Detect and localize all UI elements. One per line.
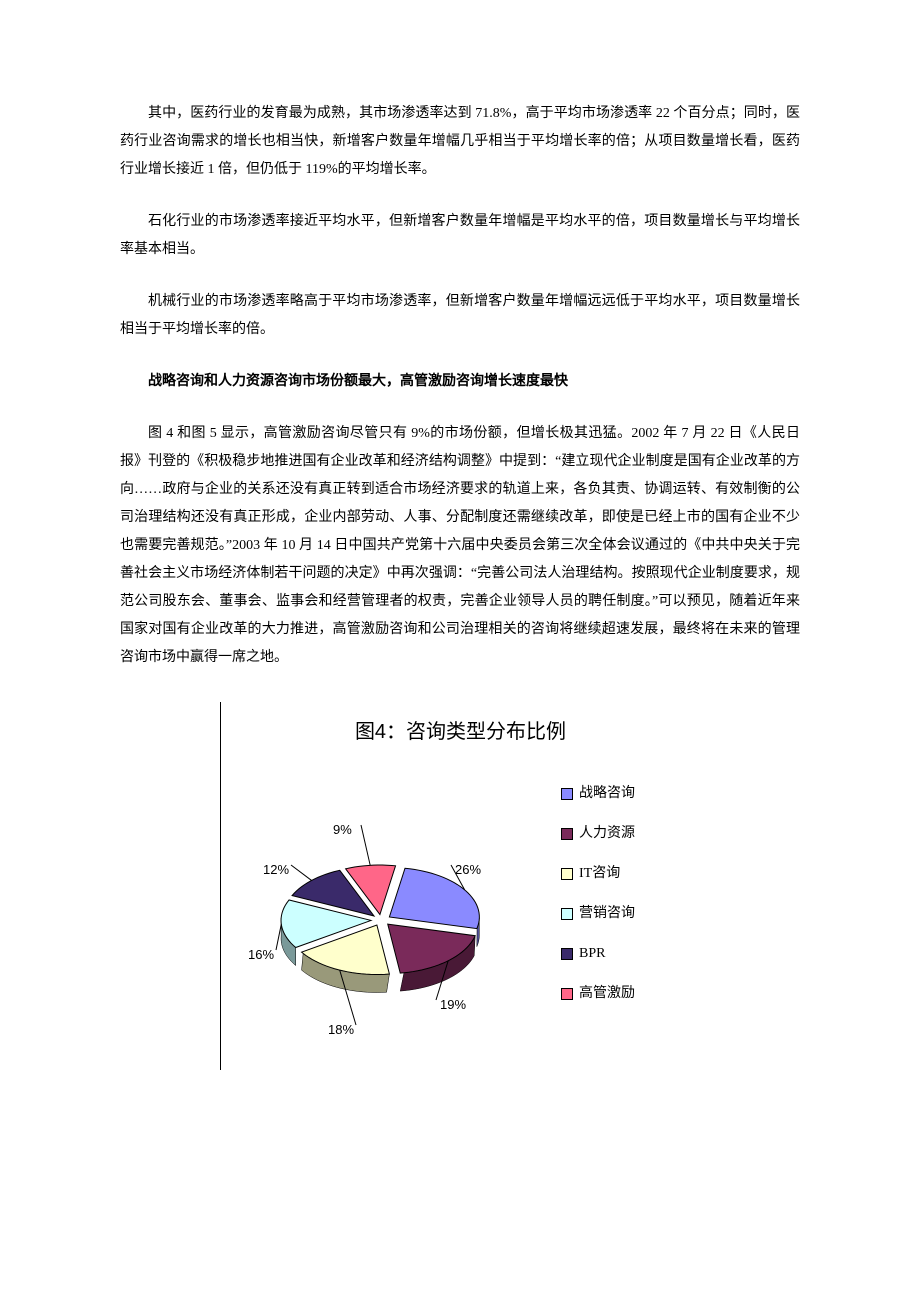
pie-chart [231, 770, 531, 1050]
pie-label-1: 19% [440, 992, 466, 1018]
paragraph-3: 机械行业的市场渗透率略高于平均市场渗透率，但新增客户数量年增幅远远低于平均水平，… [120, 288, 800, 344]
paragraph-4: 图 4 和图 5 显示，高管激励咨询尽管只有 9%的市场份额，但增长极其迅猛。2… [120, 420, 800, 672]
legend-swatch-1 [561, 828, 573, 840]
chart-legend: 战略咨询人力资源 IT咨询营销咨询 BPR 高管激励 [561, 780, 635, 1020]
legend-swatch-5 [561, 988, 573, 1000]
pie-label-3: 16% [248, 942, 274, 968]
legend-label-3: 营销咨询 [579, 900, 635, 928]
legend-item-3: 营销咨询 [561, 900, 635, 928]
legend-item-5: 高管激励 [561, 980, 635, 1008]
chart-body: 26% 19% 18% 16% 12% 9% 战略咨询人力资源 IT咨询营销咨询 BPR 高管激… [221, 770, 700, 1050]
legend-label-1: 人力资源 [579, 820, 635, 848]
legend-label-0: 战略咨询 [579, 780, 635, 808]
legend-item-4: BPR [561, 940, 635, 968]
pie-label-2: 18% [328, 1017, 354, 1043]
paragraph-1: 其中，医药行业的发育最为成熟，其市场渗透率达到 71.8%，高于平均市场渗透率 … [120, 100, 800, 184]
legend-swatch-2 [561, 868, 573, 880]
legend-swatch-3 [561, 908, 573, 920]
legend-label-2: IT咨询 [579, 860, 620, 888]
legend-label-4: BPR [579, 940, 605, 968]
legend-item-1: 人力资源 [561, 820, 635, 848]
legend-item-2: IT咨询 [561, 860, 635, 888]
legend-label-5: 高管激励 [579, 980, 635, 1008]
pie-label-4: 12% [263, 857, 289, 883]
legend-swatch-0 [561, 788, 573, 800]
legend-swatch-4 [561, 948, 573, 960]
pie-label-5: 9% [333, 817, 352, 843]
section-heading: 战略咨询和人力资源咨询市场份额最大，高管激励咨询增长速度最快 [120, 368, 800, 396]
legend-item-0: 战略咨询 [561, 780, 635, 808]
chart-title: 图4：咨询类型分布比例 [221, 712, 700, 752]
chart-figure-4: 图4：咨询类型分布比例 26% 19% 18% 16% 12% 9% 战略咨询人力资源 IT… [220, 702, 700, 1070]
pie-wrap: 26% 19% 18% 16% 12% 9% [231, 770, 531, 1050]
paragraph-2: 石化行业的市场渗透率接近平均水平，但新增客户数量年增幅是平均水平的倍，项目数量增… [120, 208, 800, 264]
pie-label-0: 26% [455, 857, 481, 883]
